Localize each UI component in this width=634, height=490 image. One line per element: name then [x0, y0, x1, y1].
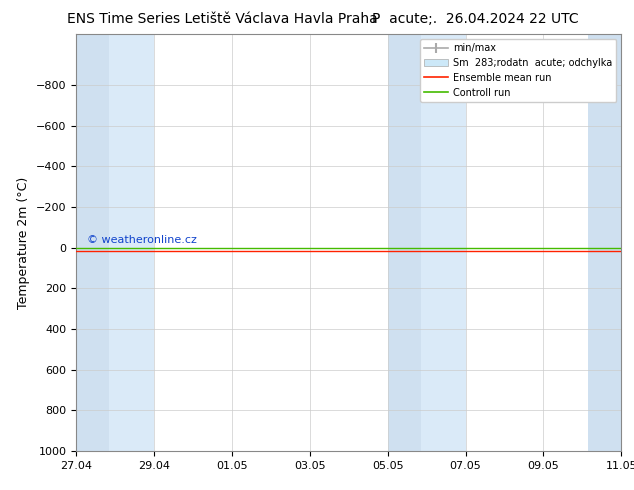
Y-axis label: Temperature 2m (°C): Temperature 2m (°C) [17, 176, 30, 309]
Text: P  acute;.  26.04.2024 22 UTC: P acute;. 26.04.2024 22 UTC [372, 12, 579, 26]
Bar [76, 34, 109, 451]
Bar [109, 34, 154, 451]
Text: © weatheronline.cz: © weatheronline.cz [87, 236, 197, 245]
Bar [387, 34, 421, 451]
Bar [421, 34, 465, 451]
Text: ENS Time Series Letiště Václava Havla Praha: ENS Time Series Letiště Václava Havla Pr… [67, 12, 377, 26]
Bar [588, 34, 621, 451]
Legend: min/max, Sm  283;rodatn  acute; odchylka, Ensemble mean run, Controll run: min/max, Sm 283;rodatn acute; odchylka, … [420, 39, 616, 101]
